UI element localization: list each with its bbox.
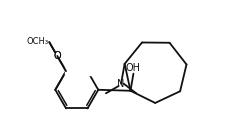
Text: N: N [117,79,124,89]
Text: O: O [48,40,49,41]
Bar [64,58,113,75]
Text: O: O [53,51,61,61]
Text: OH: OH [125,63,140,73]
Text: O: O [53,51,61,61]
Text: OCH₃: OCH₃ [27,37,49,46]
